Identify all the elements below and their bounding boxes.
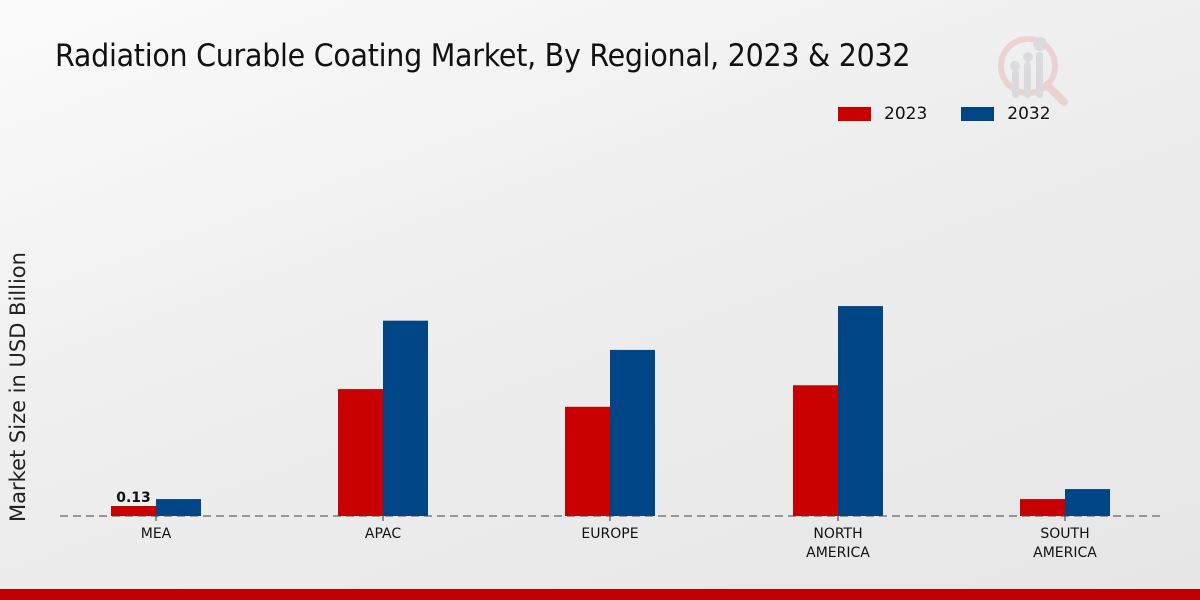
legend-swatch-2023 <box>838 107 871 121</box>
x-tick-label: EUROPE <box>581 526 638 542</box>
bar-2023-apac <box>338 389 383 516</box>
legend-item-2023: 2023 <box>838 104 927 124</box>
bar-2023-north-america <box>793 385 838 516</box>
legend-label-2032: 2032 <box>1007 104 1051 124</box>
bar-2032-europe <box>610 349 655 516</box>
x-tick-label: SOUTH <box>1040 526 1089 542</box>
x-tick-label: AMERICA <box>1033 545 1097 561</box>
bar-2032-mea <box>156 499 201 516</box>
data-label: 0.13 <box>116 490 151 506</box>
legend-item-2032: 2032 <box>961 104 1051 124</box>
x-tick-label: APAC <box>365 526 401 542</box>
legend: 2023 2032 <box>838 104 1085 124</box>
x-tick-label: MEA <box>141 526 172 542</box>
footer-accent-bar <box>0 589 1200 600</box>
legend-swatch-2032 <box>961 107 995 121</box>
bar-2032-south-america <box>1065 489 1110 516</box>
x-tick-label: AMERICA <box>806 545 870 561</box>
chart-title: Radiation Curable Coating Market, By Reg… <box>55 38 911 74</box>
x-tick-label: NORTH <box>813 526 862 542</box>
watermark-logo-icon <box>998 36 1068 106</box>
bar-2032-apac <box>383 320 428 516</box>
bar-2023-south-america <box>1020 499 1065 516</box>
legend-label-2023: 2023 <box>884 104 928 124</box>
bar-2032-north-america <box>838 306 883 516</box>
bar-2023-europe <box>565 406 610 516</box>
bar-2023-mea <box>111 506 156 516</box>
